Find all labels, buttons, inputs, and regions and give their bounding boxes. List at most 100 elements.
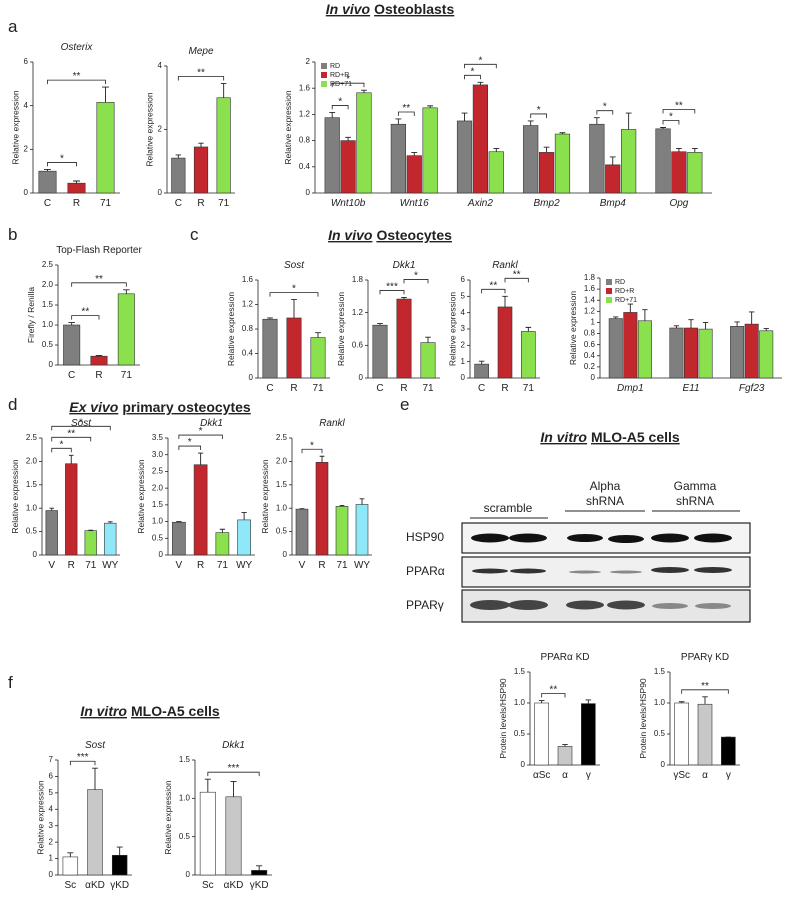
error-bar xyxy=(315,332,321,338)
western-blot: scramble Alpha shRNA Gamma shRNA HSP90 P… xyxy=(406,479,751,623)
x-tick-label: R xyxy=(68,560,75,571)
bar xyxy=(554,133,571,194)
x-tick-label: C xyxy=(266,383,273,394)
blot-row-label: PPARα xyxy=(406,564,445,578)
heading-emphasis: In vivo xyxy=(326,1,371,17)
bar xyxy=(655,128,671,194)
significance-label: * xyxy=(478,55,482,66)
x-tick-label: γ xyxy=(586,770,591,781)
significance-bracket xyxy=(51,425,111,431)
bar xyxy=(356,92,372,194)
error-bar xyxy=(660,127,666,129)
x-tick-label: C xyxy=(44,198,51,209)
x-tick-label: R xyxy=(400,383,407,394)
error-bar xyxy=(625,112,632,130)
error-bar xyxy=(748,311,755,325)
y-tick-label: 0.4 xyxy=(299,162,311,171)
error-bar xyxy=(559,132,566,135)
x-tick-label: 71 xyxy=(523,383,535,394)
error-bar xyxy=(291,299,297,318)
x-tick-label: αSc xyxy=(533,770,550,781)
error-bar xyxy=(92,767,98,790)
bar xyxy=(45,510,58,556)
significance-label: *** xyxy=(77,752,89,763)
significance-label: ** xyxy=(197,67,205,78)
significance-label: ** xyxy=(675,101,683,112)
y-axis-label: Relative expression xyxy=(260,459,270,533)
error-bar xyxy=(673,325,680,328)
y-tick-label: 1.2 xyxy=(299,110,311,119)
chart-title: Mepe xyxy=(188,46,213,57)
error-bar xyxy=(538,700,545,703)
x-tick-label: α xyxy=(702,770,708,781)
legend-swatch xyxy=(606,288,612,294)
y-tick-label: 2.5 xyxy=(276,433,288,442)
error-bar xyxy=(411,151,418,156)
bar xyxy=(671,151,687,194)
bar xyxy=(698,328,713,379)
error-bar xyxy=(691,148,698,153)
chart-title: Dkk1 xyxy=(200,418,223,429)
bar xyxy=(67,182,86,194)
error-bar xyxy=(241,512,247,520)
y-axis-label: Protein levels/HSP90 xyxy=(498,678,508,759)
bar xyxy=(310,337,326,379)
chart-title: Sost xyxy=(284,260,305,271)
y-axis-label: Relative expression xyxy=(447,292,457,366)
bar xyxy=(96,102,115,194)
chart-title: PPARγ KD xyxy=(681,652,729,663)
y-tick-label: 0.5 xyxy=(26,527,38,536)
y-tick-label: 0.6 xyxy=(584,340,596,349)
bar xyxy=(251,870,268,876)
significance-bracket xyxy=(178,445,202,451)
significance-bracket xyxy=(47,162,77,167)
significance-label: * xyxy=(414,270,418,281)
x-tick-label: αKD xyxy=(224,880,244,891)
error-bar xyxy=(67,852,74,857)
heading-emphasis: Ex vivo xyxy=(69,399,118,415)
y-tick-label: 2.0 xyxy=(276,457,288,466)
x-tick-label: 71 xyxy=(312,383,324,394)
chart-title: Top-Flash Reporter xyxy=(56,245,142,256)
y-tick-label: 1.2 xyxy=(584,306,596,315)
significance-bracket xyxy=(51,447,72,453)
y-tick-label: 2.0 xyxy=(42,280,54,289)
significance-bracket xyxy=(481,288,506,294)
legend-label: RD+71 xyxy=(615,297,637,304)
significance-label: * xyxy=(669,112,673,123)
error-bar xyxy=(220,83,227,98)
y-tick-label: 0 xyxy=(591,373,596,382)
significance-bracket xyxy=(207,771,260,777)
error-bar xyxy=(219,528,225,533)
lane-group-label: Gamma xyxy=(674,479,717,493)
significance-bracket xyxy=(301,448,323,454)
y-tick-label: 1.8 xyxy=(584,273,596,282)
bar xyxy=(38,170,57,194)
y-tick-label: 0 xyxy=(158,188,163,197)
y-tick-label: 0.6 xyxy=(352,340,364,349)
bar xyxy=(117,293,135,366)
error-bar xyxy=(395,118,402,125)
bar xyxy=(406,155,422,194)
bar xyxy=(225,796,242,876)
x-tick-label: C xyxy=(175,198,182,209)
y-tick-label: 1.2 xyxy=(242,300,254,309)
error-bar xyxy=(688,319,694,328)
error-bar xyxy=(675,148,682,152)
x-tick-label: V xyxy=(176,560,183,571)
x-tick-label: V xyxy=(299,560,306,571)
heading-emphasis: In vitro xyxy=(80,703,127,719)
x-tick-label: R xyxy=(197,560,204,571)
y-tick-label: 0 xyxy=(283,550,288,559)
error-bar xyxy=(107,521,113,524)
panel-letter: e xyxy=(400,395,409,414)
bar xyxy=(497,306,513,379)
y-tick-label: 3 xyxy=(461,324,466,333)
bar xyxy=(697,703,713,766)
y-tick-label: 2.5 xyxy=(42,260,54,269)
x-tick-label: C xyxy=(376,383,383,394)
y-tick-label: 0.2 xyxy=(584,362,596,371)
y-axis-label: Relative expression xyxy=(35,780,45,854)
y-tick-label: 0.5 xyxy=(276,527,288,536)
y-tick-label: 1.4 xyxy=(584,295,596,304)
